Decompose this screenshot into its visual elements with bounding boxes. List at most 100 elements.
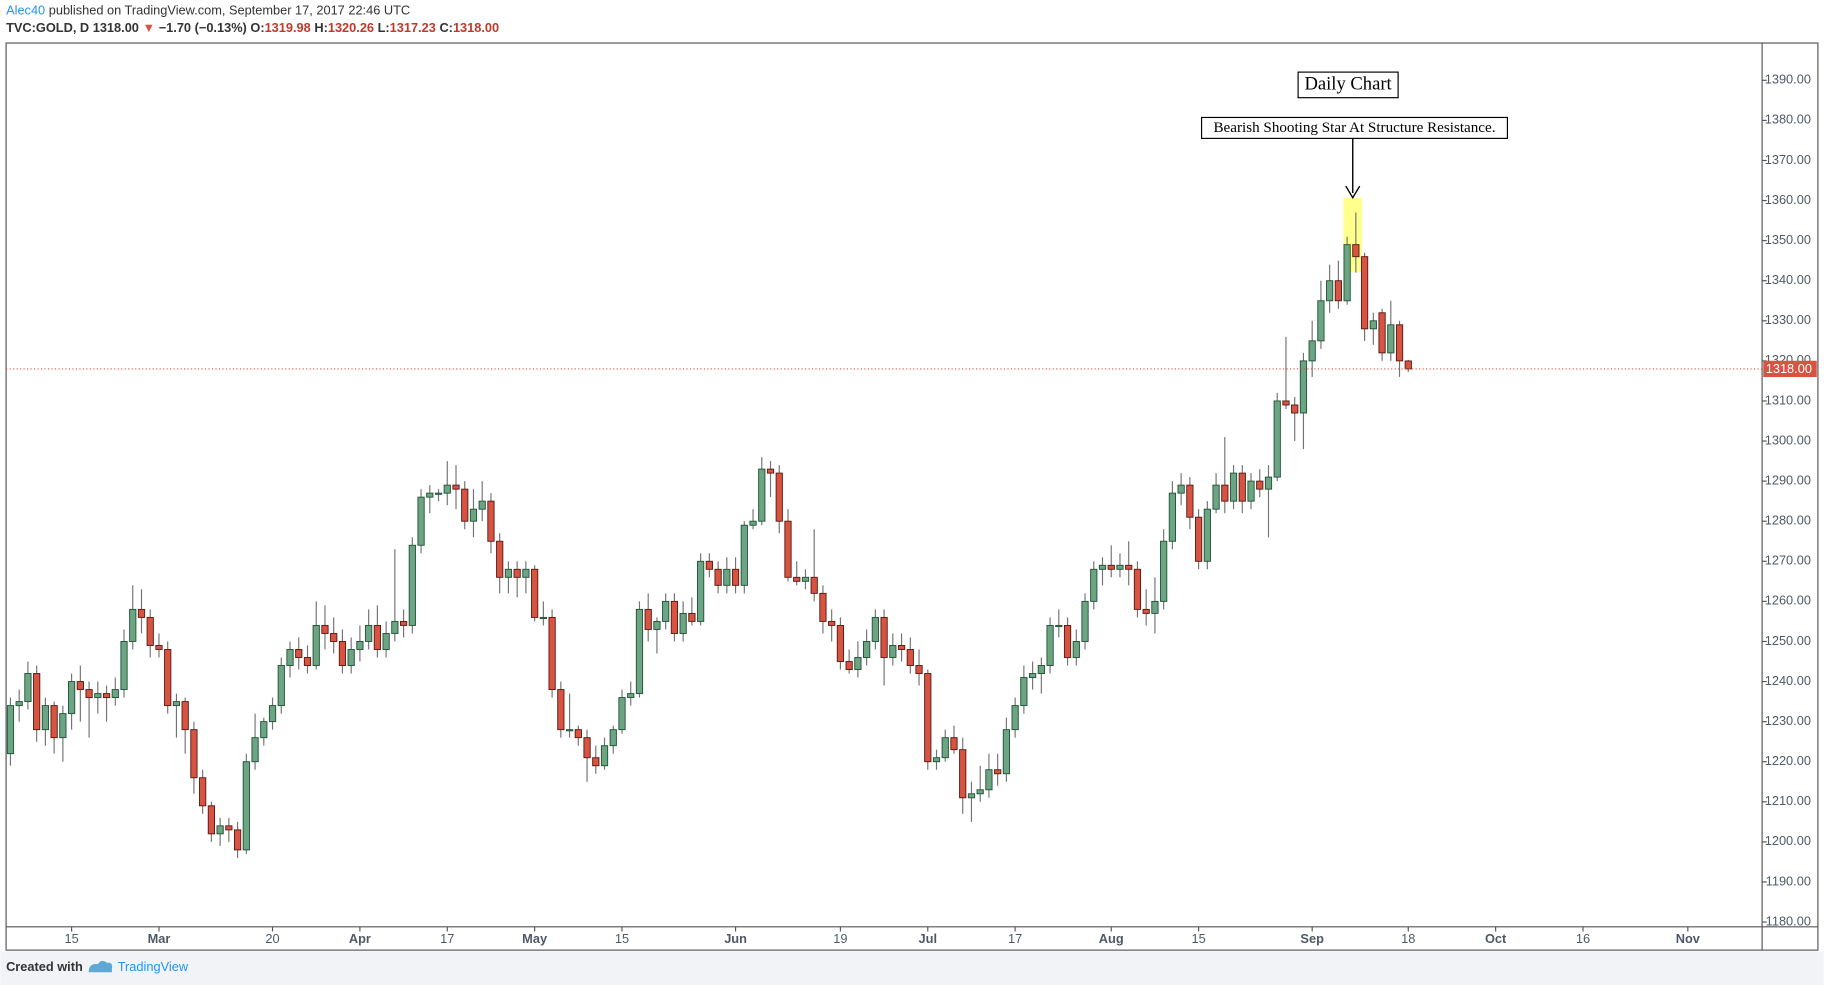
candle-body — [784, 520, 792, 578]
candle-body — [1387, 324, 1395, 354]
candle-body — [41, 705, 50, 731]
candle-body — [251, 737, 259, 763]
candle-body — [688, 612, 696, 622]
candle-body — [1238, 472, 1246, 502]
h-value: 1320.26 — [328, 20, 374, 35]
last: 1318.00 — [93, 20, 139, 35]
y-tick-label: 1230.00 — [1765, 713, 1811, 728]
candle-body — [723, 568, 731, 586]
candle-body — [819, 592, 827, 622]
symbol-line: TVC:GOLD, D 1318.00 ▼ −1.70 (−0.13%) O:1… — [6, 20, 499, 35]
candle-body — [915, 665, 923, 674]
candle-body — [705, 560, 713, 570]
published: published on TradingView.com, September … — [49, 3, 410, 18]
candle-body — [1343, 244, 1351, 302]
candle-body — [941, 737, 949, 759]
candle-body — [1037, 665, 1045, 674]
frame — [5, 42, 1819, 951]
annotation-box — [1200, 116, 1509, 139]
y-tick-label: 1330.00 — [1765, 312, 1811, 327]
candle-body — [1395, 324, 1404, 362]
candle-body — [1081, 600, 1089, 642]
x-tick-label: 15 — [64, 931, 78, 946]
candle-body — [268, 705, 277, 723]
candle-body — [207, 805, 215, 835]
header-line: Alec40 published on TradingView.com, Sep… — [6, 3, 410, 18]
last-price-label: 1318.00 — [1766, 361, 1812, 376]
candle-body — [382, 632, 390, 650]
candle-body — [871, 616, 879, 642]
candle-body — [583, 737, 591, 759]
candle-body — [1011, 705, 1019, 731]
candle-body — [408, 544, 416, 626]
candle-body — [50, 705, 58, 739]
x-tick-label: Jun — [724, 931, 747, 946]
candle-body — [801, 576, 810, 582]
x-tick-label: 17 — [1008, 931, 1022, 946]
author[interactable]: Alec40 — [6, 3, 45, 18]
candle-body — [1404, 360, 1412, 370]
candle-body — [1378, 312, 1386, 354]
candle-body — [513, 568, 521, 578]
candle-body — [1352, 244, 1360, 258]
candle-body — [373, 624, 381, 650]
symbol: TVC:GOLD, D — [6, 20, 89, 35]
o-value: 1319.98 — [265, 20, 311, 35]
footer-brand[interactable]: TradingView — [118, 959, 189, 974]
candle-body — [1142, 608, 1150, 614]
candle-body — [1055, 624, 1063, 628]
candle-body — [1334, 280, 1342, 302]
candle-body — [330, 632, 338, 642]
candle-body — [906, 649, 914, 666]
x-tick-label: May — [522, 931, 548, 946]
candle-body — [15, 701, 23, 707]
candle-body — [504, 568, 513, 578]
candle-body — [59, 713, 67, 739]
candle-body — [111, 689, 119, 699]
candle-body — [94, 693, 102, 699]
candle-body — [286, 649, 294, 666]
candle-body — [854, 657, 862, 670]
candle-body — [522, 568, 530, 578]
candle-body — [303, 657, 312, 666]
y-tick-label: 1240.00 — [1765, 673, 1811, 688]
candle-body — [609, 729, 617, 747]
y-tick-label: 1350.00 — [1765, 232, 1811, 247]
candle-body — [539, 616, 547, 620]
logo — [88, 960, 113, 973]
candle-body — [1291, 404, 1299, 414]
candle-body — [557, 689, 565, 731]
candle-body — [216, 825, 224, 835]
candle-body — [1116, 564, 1124, 570]
candle-body — [1125, 564, 1133, 570]
candle-body — [793, 576, 801, 582]
candle-body — [775, 472, 783, 522]
y-tick-label: 1370.00 — [1765, 152, 1811, 167]
candle-body — [1212, 484, 1220, 510]
y-tick-label: 1250.00 — [1765, 633, 1811, 648]
candle-body — [443, 484, 451, 494]
candle-body — [932, 757, 941, 763]
candle-body — [85, 689, 93, 699]
candle-body — [260, 721, 268, 739]
candle-body — [356, 640, 364, 650]
x-tick-label: 15 — [615, 931, 629, 946]
candle-body — [1177, 484, 1185, 494]
candle-body — [924, 673, 932, 763]
candle-body — [469, 508, 478, 522]
x-tick-label: 19 — [833, 931, 847, 946]
candle-body — [1317, 300, 1325, 342]
candle-body — [1229, 472, 1238, 502]
annotation-box — [1297, 71, 1399, 99]
y-tick-label: 1310.00 — [1765, 392, 1811, 407]
y-tick-label: 1340.00 — [1765, 272, 1811, 287]
candle-body — [565, 729, 574, 732]
candle-body — [76, 681, 84, 691]
candle-body — [1247, 480, 1255, 502]
o-label: O: — [250, 20, 264, 35]
candle-body — [889, 645, 897, 658]
candle-body — [399, 620, 408, 626]
candle-body — [810, 576, 818, 594]
footer-text: Created with — [6, 959, 83, 974]
